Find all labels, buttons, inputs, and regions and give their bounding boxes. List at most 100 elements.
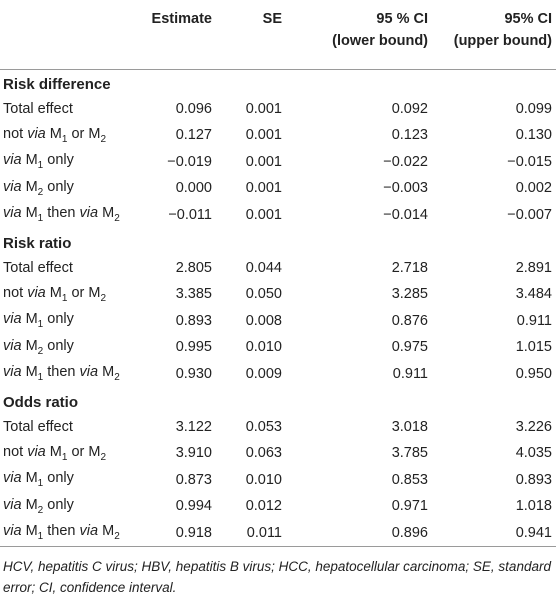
row-label: via M1 only — [3, 470, 74, 490]
section-header-row: Odds ratio — [0, 387, 556, 414]
cell-estimate: 0.995 — [175, 339, 212, 356]
header-se: SE — [262, 11, 282, 27]
cell-ci-upper: 3.226 — [515, 418, 552, 435]
table-body: Risk difference Total effect 0.096 0.001 0.0… — [0, 69, 556, 546]
table-row: via M1 only 0.873 0.010 0.853 0.893 — [0, 467, 556, 494]
cell-ci-lower: 3.285 — [391, 286, 428, 303]
section-title: Risk difference — [3, 76, 111, 93]
cell-se: 0.001 — [245, 100, 282, 117]
cell-estimate: 0.000 — [175, 180, 212, 197]
cell-se: 0.008 — [245, 312, 282, 329]
cell-estimate: −0.019 — [167, 153, 212, 170]
table-row: not via M1 or M2 3.385 0.050 3.285 3.484 — [0, 281, 556, 308]
cell-ci-upper: 1.018 — [515, 498, 552, 515]
cell-ci-upper: 1.015 — [515, 339, 552, 356]
row-label: Total effect — [3, 259, 73, 276]
cell-ci-upper: 0.002 — [515, 180, 552, 197]
cell-se: 0.012 — [245, 498, 282, 515]
table-row: Total effect 2.805 0.044 2.718 2.891 — [0, 255, 556, 282]
cell-ci-lower: 0.853 — [391, 471, 428, 488]
table-row: Total effect 0.096 0.001 0.092 0.099 — [0, 96, 556, 123]
table-row: Total effect 3.122 0.053 3.018 3.226 — [0, 414, 556, 441]
cell-estimate: 0.893 — [175, 312, 212, 329]
cell-se: 0.063 — [245, 445, 282, 462]
row-label: Total effect — [3, 418, 73, 435]
cell-se: 0.053 — [245, 418, 282, 435]
row-label: via M1 then via M2 — [3, 364, 120, 384]
row-label: Total effect — [3, 100, 73, 117]
cell-estimate: −0.011 — [168, 206, 212, 223]
header-estimate: Estimate — [151, 11, 212, 27]
row-label: via M2 only — [3, 496, 74, 516]
row-label: via M1 then via M2 — [3, 523, 120, 542]
cell-se: 0.010 — [245, 471, 282, 488]
cell-estimate: 0.873 — [175, 471, 212, 488]
row-label: not via M1 or M2 — [3, 443, 107, 463]
cell-ci-lower: −0.014 — [383, 206, 428, 223]
table-header-row: Estimate SE 95 % CI (lower bound) 95% CI(… — [0, 0, 556, 69]
table-row: not via M1 or M2 0.127 0.001 0.123 0.130 — [0, 122, 556, 149]
cell-ci-lower: −0.003 — [383, 180, 428, 197]
cell-ci-lower: 0.896 — [391, 524, 428, 541]
cell-estimate: 3.122 — [175, 418, 212, 435]
cell-estimate: 0.930 — [175, 365, 212, 382]
row-label: via M2 only — [3, 178, 74, 198]
cell-ci-upper: 0.099 — [515, 100, 552, 117]
cell-ci-lower: 0.876 — [391, 312, 428, 329]
cell-ci-lower: 0.092 — [391, 100, 428, 117]
cell-estimate: 3.385 — [175, 286, 212, 303]
cell-estimate: 3.910 — [175, 445, 212, 462]
table-footnote: HCV, hepatitis C virus; HBV, hepatitis B… — [3, 559, 551, 595]
cell-se: 0.001 — [245, 127, 282, 144]
section-title: Risk ratio — [3, 234, 72, 252]
cell-se: 0.001 — [245, 206, 282, 223]
row-label: via M1 only — [3, 311, 74, 331]
cell-ci-upper: 0.941 — [515, 524, 552, 541]
cell-se: 0.010 — [245, 339, 282, 356]
cell-estimate: 0.994 — [175, 498, 212, 515]
header-stub — [0, 0, 130, 69]
cell-ci-upper: 0.130 — [515, 127, 552, 144]
row-label: not via M1 or M2 — [3, 284, 107, 304]
cell-estimate: 2.805 — [175, 259, 212, 276]
table-row: via M2 only 0.000 0.001 −0.003 0.002 — [0, 175, 556, 202]
cell-ci-upper: 4.035 — [515, 445, 552, 462]
mediation-results-table: Estimate SE 95 % CI (lower bound) 95% CI(… — [0, 0, 556, 546]
cell-ci-lower: 0.971 — [391, 498, 428, 515]
table-row: via M2 only 0.995 0.010 0.975 1.015 — [0, 334, 556, 361]
cell-ci-lower: 0.975 — [391, 339, 428, 356]
cell-ci-upper: 2.891 — [515, 259, 552, 276]
cell-se: 0.001 — [245, 180, 282, 197]
row-label: via M2 only — [3, 337, 74, 357]
row-label: via M1 only — [3, 152, 74, 172]
cell-ci-upper: 0.911 — [516, 312, 552, 329]
cell-ci-lower: 0.123 — [391, 127, 428, 144]
cell-estimate: 0.127 — [175, 127, 212, 144]
header-ci-upper: 95% CI (upper bound) — [453, 11, 552, 49]
cell-ci-upper: 0.893 — [515, 471, 552, 488]
cell-se: 0.001 — [245, 153, 282, 170]
table-row: not via M1 or M2 3.910 0.063 3.785 4.035 — [0, 440, 556, 467]
row-label: not via M1 or M2 — [3, 125, 107, 145]
cell-se: 0.050 — [245, 286, 282, 303]
section-title: Odds ratio — [3, 393, 79, 411]
cell-se: 0.011 — [246, 524, 282, 541]
cell-ci-lower: 0.911 — [392, 365, 428, 382]
cell-ci-lower: 2.718 — [391, 259, 428, 276]
table-row: via M1 then via M2 0.930 0.009 0.911 0.950 — [0, 361, 556, 388]
cell-ci-lower: −0.022 — [383, 153, 428, 170]
table-row: via M2 only 0.994 0.012 0.971 1.018 — [0, 493, 556, 520]
table-row: via M1 only −0.019 0.001 −0.022 −0.015 — [0, 149, 556, 176]
cell-estimate: 0.918 — [175, 524, 212, 541]
cell-ci-upper: −0.007 — [507, 206, 552, 223]
section-header-row: Risk ratio — [0, 228, 556, 255]
cell-se: 0.009 — [245, 365, 282, 382]
cell-ci-upper: 0.950 — [515, 365, 552, 382]
table-row: via M1 then via M2 −0.011 0.001 −0.014 −0.00… — [0, 202, 556, 229]
section-header-row: Risk difference — [0, 69, 556, 96]
table-row: via M1 then via M2 0.918 0.011 0.896 0.941 — [0, 520, 556, 546]
header-ci-lower: 95 % CI (lower bound) — [332, 11, 428, 49]
cell-ci-upper: −0.015 — [507, 153, 552, 170]
cell-ci-lower: 3.018 — [391, 418, 428, 435]
